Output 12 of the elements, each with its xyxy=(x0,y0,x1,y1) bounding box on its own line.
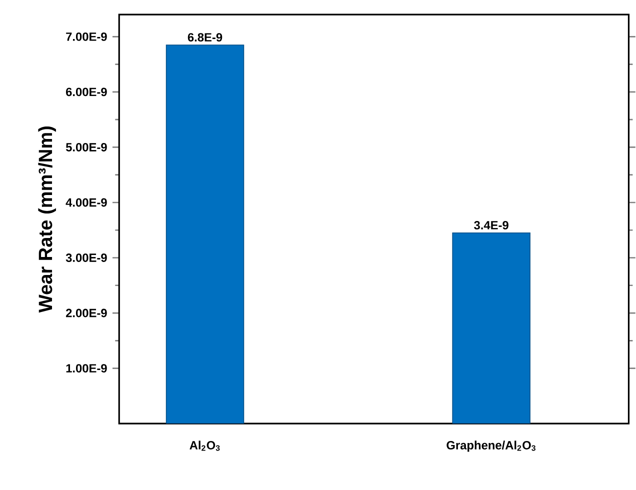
y-tick-label: 2.00E-9 xyxy=(66,308,107,318)
y-tick-label: 5.00E-9 xyxy=(66,142,107,152)
y-tick-label: 3.00E-9 xyxy=(66,253,107,262)
data-label: 6.8E-9 xyxy=(188,32,222,42)
y-tick-label: 4.00E-9 xyxy=(66,198,107,207)
y-tick-label: 7.00E-9 xyxy=(66,32,107,41)
y-tick-label: 6.00E-9 xyxy=(66,88,107,96)
x-tick-label: Al$_{2}$O$_{3}$ xyxy=(190,440,220,451)
data-label: 3.4E-9 xyxy=(474,220,508,230)
y-axis-title: Wear Rate (mm³/Nm) xyxy=(38,126,56,312)
y-tick-label: 1.00E-9 xyxy=(66,364,107,372)
x-tick-label: Graphene/Al$_{2}$O$_{3}$ xyxy=(446,440,536,452)
